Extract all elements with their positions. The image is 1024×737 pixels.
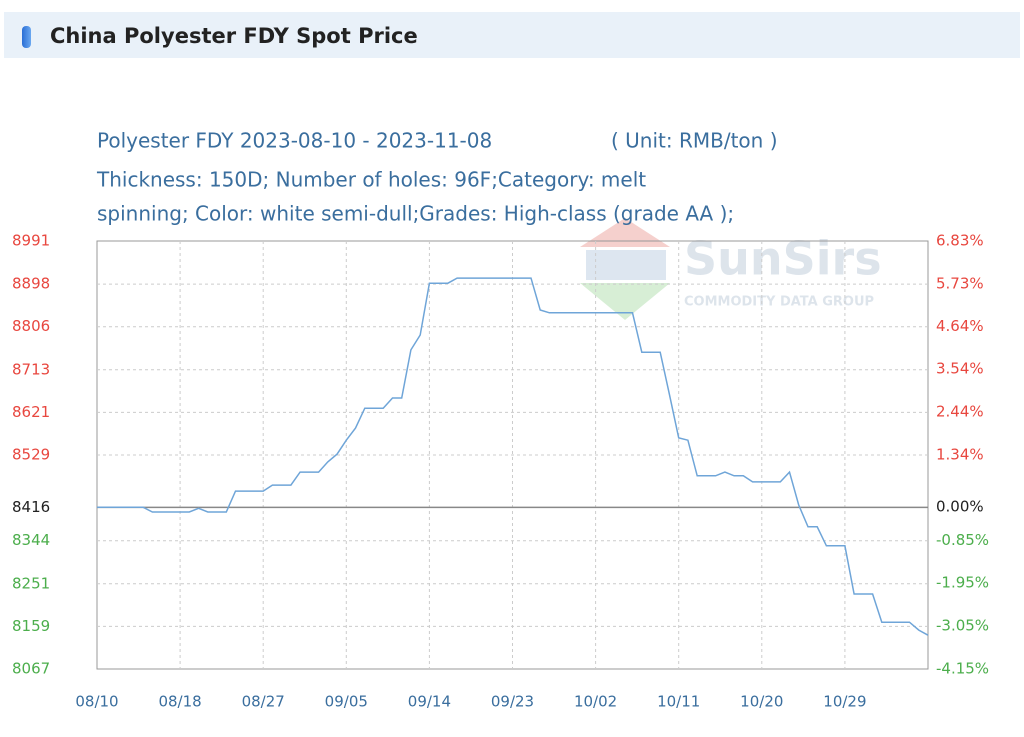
y-tick-label: 8344 — [12, 531, 50, 549]
y-tick-label: 8713 — [12, 360, 50, 378]
y2-tick-label: 3.54% — [936, 360, 984, 378]
y2-tick-label: 4.64% — [936, 317, 984, 335]
y-tick-label: 8159 — [12, 617, 50, 635]
x-tick-label: 09/23 — [491, 693, 534, 711]
y-tick-label: 8416 — [12, 498, 50, 516]
y2-tick-label: 6.83% — [936, 232, 984, 250]
x-tick-label: 10/11 — [657, 693, 700, 711]
x-tick-label: 08/27 — [242, 693, 285, 711]
y2-tick-label: -4.15% — [936, 660, 989, 678]
y2-tick-label: 0.00% — [936, 498, 984, 516]
x-tick-label: 08/10 — [75, 693, 118, 711]
x-tick-label: 10/20 — [740, 693, 783, 711]
x-tick-label: 09/05 — [325, 693, 368, 711]
y-tick-label: 8621 — [12, 403, 50, 421]
price-line — [97, 277, 929, 636]
y-tick-label: 8067 — [12, 660, 50, 678]
page-title: China Polyester FDY Spot Price — [50, 24, 418, 48]
chart-subtitle: Thickness: 150D; Number of holes: 96F;Ca… — [96, 168, 646, 192]
y-tick-label: 8898 — [12, 275, 50, 293]
y2-tick-label: -3.05% — [936, 617, 989, 635]
x-tick-label: 10/29 — [823, 693, 866, 711]
y2-tick-label: -0.85% — [936, 531, 989, 549]
header-bar — [4, 12, 1020, 58]
y-tick-label: 8991 — [12, 232, 50, 250]
x-tick-label: 09/14 — [408, 693, 451, 711]
watermark-name: SunSirs — [684, 232, 882, 286]
y-tick-label: 8806 — [12, 317, 50, 335]
unit-label: ( Unit: RMB/ton ) — [611, 129, 778, 153]
y2-tick-label: 5.73% — [936, 274, 984, 292]
watermark-tagline: COMMODITY DATA GROUP — [684, 295, 874, 310]
y2-tick-label: -1.95% — [936, 574, 989, 592]
y2-tick-label: 1.34% — [936, 446, 984, 464]
chart-title: Polyester FDY 2023-08-10 - 2023-11-08 — [97, 129, 492, 153]
x-tick-label: 08/18 — [158, 693, 201, 711]
y-tick-label: 8529 — [12, 446, 50, 464]
chart-subtitle: spinning; Color: white semi-dull;Grades:… — [97, 202, 734, 226]
x-tick-label: 10/02 — [574, 693, 617, 711]
header-icon — [22, 26, 31, 48]
y2-tick-label: 2.44% — [936, 403, 984, 421]
y-tick-label: 8251 — [12, 574, 50, 592]
watermark: SunSirs COMMODITY DATA GROUP — [580, 218, 882, 320]
